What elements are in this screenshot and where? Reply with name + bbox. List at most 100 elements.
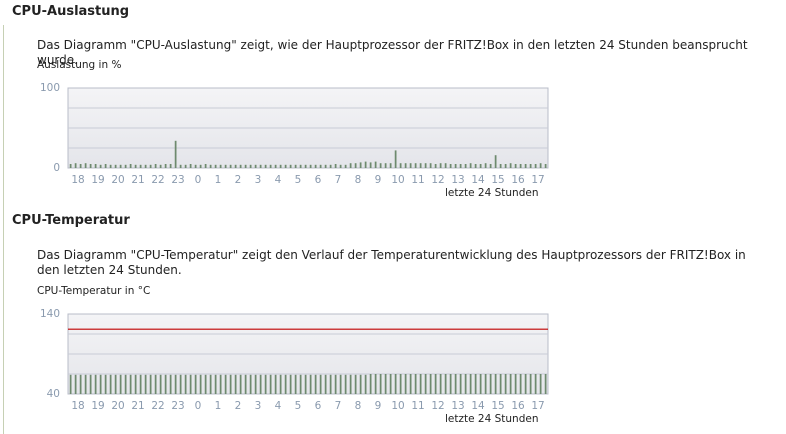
bar [274,374,277,394]
bar [109,374,112,394]
bar [334,164,337,168]
x-tick-label: 9 [375,400,382,412]
x-tick-label: 7 [335,174,342,186]
bar [209,164,212,168]
x-tick-label: 22 [151,400,164,412]
bar [384,163,387,168]
bar [199,374,202,394]
bar [349,163,352,168]
bar [194,374,197,394]
heading: CPU-Temperatur [12,213,130,228]
bar [264,164,267,168]
bar [419,163,422,168]
bar [459,164,462,168]
description: Das Diagramm "CPU-Auslastung" zeigt, wie… [37,38,748,67]
bar [464,164,467,168]
bar [379,374,382,394]
bar [89,374,92,394]
bar [249,374,252,394]
x-tick-label: 7 [335,400,342,412]
bar [144,374,147,394]
x-tick-label: 12 [431,174,444,186]
bar [114,164,117,168]
bar [394,374,397,394]
bar [389,374,392,394]
bar [214,374,217,394]
bar [374,161,377,168]
bar [474,374,477,394]
x-tick-label: 13 [451,400,464,412]
bar [434,164,437,168]
x-tick-label: 18 [71,174,84,186]
bar [104,374,107,394]
bar [339,164,342,168]
bar [364,374,367,394]
bar [429,163,432,168]
bar [424,163,427,168]
bar [269,164,272,168]
bar [199,164,202,168]
bar [499,374,502,394]
bar [79,374,82,394]
bar [504,164,507,168]
x-tick-label: 6 [315,174,322,186]
bar [99,374,102,394]
x-tick-label: 20 [111,174,124,186]
bar [179,164,182,168]
x-tick-label: 17 [531,174,544,186]
x-tick-label: 16 [511,400,525,412]
y-tick-label: 40 [47,388,60,400]
bar [534,374,537,394]
x-tick-label: 11 [411,174,424,186]
bar [519,374,522,394]
x-axis-label: letzte 24 Stunden [445,187,539,199]
bar [159,164,162,168]
bar [159,374,162,394]
bar [279,164,282,168]
x-tick-label: 22 [151,174,164,186]
bar [274,164,277,168]
bar [174,374,177,394]
bar [284,164,287,168]
bar [494,374,497,394]
bar [189,164,192,168]
bar [529,374,532,394]
bar [504,374,507,394]
x-tick-label: 12 [431,400,444,412]
x-tick-label: 15 [491,174,504,186]
y-tick-label: 100 [40,82,60,94]
bar [204,374,207,394]
bar [234,374,237,394]
x-tick-label: 4 [275,400,282,412]
bar [304,164,307,168]
x-tick-label: 8 [355,400,362,412]
x-tick-label: 10 [391,174,404,186]
side-border [3,25,4,434]
bar [454,164,457,168]
bar [514,374,517,394]
bar [309,164,312,168]
bar [99,164,102,168]
bar [219,164,222,168]
bar [394,150,397,168]
bar [444,163,447,168]
bar [169,164,172,168]
bar [69,374,72,394]
bar [189,374,192,394]
bar [484,163,487,168]
bar [479,164,482,168]
bar [209,374,212,394]
x-tick-label: 21 [131,174,144,186]
bar [254,164,257,168]
bar [139,164,142,168]
bar [219,374,222,394]
x-tick-label: 18 [71,400,84,412]
bar [429,374,432,394]
bar [364,161,367,168]
description: Das Diagramm "CPU-Temperatur" zeigt den … [37,248,746,277]
bar [524,164,527,168]
bar [319,374,322,394]
bar [414,163,417,168]
bar [414,374,417,394]
